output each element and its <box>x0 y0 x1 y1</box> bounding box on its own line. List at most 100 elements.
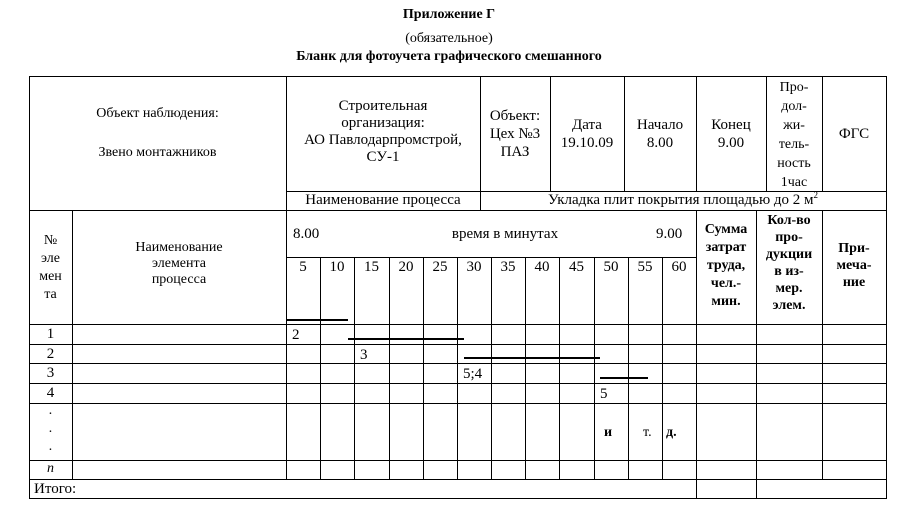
etc-word-1: и <box>604 425 613 440</box>
note-header-line: ние <box>842 275 866 290</box>
labor-header-line: мин. <box>711 294 741 309</box>
start-info: Начало 8.00 <box>624 116 696 152</box>
labor-header-line: Сумма <box>704 222 748 237</box>
minute-tick-55: 55 <box>637 259 653 275</box>
grid-line <box>696 76 697 192</box>
date-line: Дата <box>572 117 602 133</box>
grid-line <box>286 210 287 480</box>
grid-line <box>766 76 767 192</box>
labor-header-line: чел.- <box>710 276 742 291</box>
grid-line <box>29 324 887 325</box>
minute-tick-35: 35 <box>500 259 516 275</box>
num-header-line: мен <box>39 269 62 284</box>
num-header-line: эле <box>41 251 60 266</box>
grid-line <box>286 191 887 192</box>
row-time-mark: 5;4 <box>463 366 483 382</box>
row-number: 2 <box>46 346 55 362</box>
gantt-bar-element-3 <box>463 357 601 359</box>
total-label: Итого: <box>34 481 77 497</box>
row-time-mark: 2 <box>292 327 300 343</box>
qty-header-line: в из- <box>774 264 804 279</box>
grid-line <box>286 191 287 211</box>
element-name-header: Наименование элемента процесса <box>72 240 286 288</box>
duration-line: тель- <box>778 137 810 152</box>
grid-line <box>480 191 481 211</box>
grid-line <box>491 257 492 480</box>
grid-line <box>29 479 887 480</box>
etc-word-3: д. <box>666 425 677 440</box>
etc-word-2: т. <box>643 425 652 440</box>
grid-line <box>594 257 595 480</box>
minute-tick-40: 40 <box>534 259 550 275</box>
last-row-number: n <box>47 461 54 476</box>
time-label: время в минутах <box>451 226 559 242</box>
form-title: Бланк для фотоучета графического смешанн… <box>296 49 602 64</box>
grid-line <box>286 76 287 192</box>
grid-line <box>822 76 823 192</box>
process-value: Укладка плит покрытия площадью до 2 м2 <box>547 190 819 209</box>
grid-line <box>29 210 887 211</box>
object-line: ПАЗ <box>500 144 530 160</box>
row-number: 4 <box>46 385 55 401</box>
duration-line: ность <box>777 156 811 171</box>
grid-line <box>525 257 526 480</box>
duration-line: Про- <box>779 80 809 95</box>
qty-header-line: мер. <box>775 281 803 296</box>
object-line: Объект: <box>489 108 541 124</box>
grid-line <box>29 76 30 499</box>
labor-header-line: затрат <box>705 240 747 255</box>
observation-object-label: Объект наблюдения: <box>96 106 219 121</box>
qty-header-line: про- <box>775 230 803 245</box>
grid-line <box>29 344 887 345</box>
org-line: Строительная <box>338 98 428 114</box>
fgs-label: ФГС <box>838 126 870 142</box>
grid-line <box>886 76 887 499</box>
grid-line <box>29 383 887 384</box>
element-number-header: № эле мен та <box>29 232 72 304</box>
labor-header-line: труда, <box>706 258 746 273</box>
observation-object-value: Звено монтажников <box>98 145 217 160</box>
grid-line <box>480 76 481 192</box>
grid-line <box>29 76 887 77</box>
grid-line <box>29 498 887 499</box>
date-info: Дата 19.10.09 <box>550 116 624 152</box>
object-line: Цех №3 <box>489 126 541 142</box>
construction-org: Строительная организация: АО Павлодарпромс… <box>286 98 480 166</box>
end-line: Конец <box>711 117 751 133</box>
grid-line <box>822 210 823 480</box>
row-number: 1 <box>46 326 55 342</box>
duration-line: дол- <box>781 99 807 114</box>
note-header-line: При- <box>838 241 870 256</box>
minute-tick-45: 45 <box>569 259 584 275</box>
row-number: 3 <box>46 365 55 381</box>
duration-line: жи- <box>783 118 805 133</box>
name-header-line: элемента <box>151 256 207 271</box>
qty-header-line: Кол-во <box>767 213 811 228</box>
name-header-line: процесса <box>151 272 207 287</box>
time-end: 9.00 <box>656 226 683 242</box>
grid-line <box>662 257 663 480</box>
grid-line <box>320 257 321 480</box>
labor-sum-header: Сумма затрат труда, чел.- мин. <box>696 221 756 311</box>
end-info: Конец 9.00 <box>696 116 766 152</box>
grid-line <box>696 210 697 499</box>
gantt-bar-element-4 <box>600 377 649 379</box>
num-header-line: № <box>43 233 58 248</box>
grid-line <box>29 403 887 404</box>
minute-tick-25: 25 <box>432 259 448 275</box>
process-label: Наименование процесса <box>305 192 461 208</box>
minute-tick-30: 30 <box>466 259 482 275</box>
duration-info: Про-дол-жи-тель-ность 1час <box>766 78 822 192</box>
grid-line <box>354 257 355 480</box>
product-qty-header: Кол-во про-дукции в из-мер. элем. <box>756 212 822 314</box>
grid-line <box>457 257 458 480</box>
continuation-dots: · · · <box>48 407 53 458</box>
start-line: 8.00 <box>646 135 674 151</box>
object-info: Объект: Цех №3 ПАЗ <box>480 107 550 161</box>
minute-tick-5: 5 <box>299 259 307 275</box>
org-line: СУ-1 <box>366 149 400 165</box>
qty-header-line: дукции <box>765 247 813 262</box>
grid-line <box>389 257 390 480</box>
minute-tick-20: 20 <box>398 259 414 275</box>
name-header-line: Наименование <box>135 240 223 255</box>
